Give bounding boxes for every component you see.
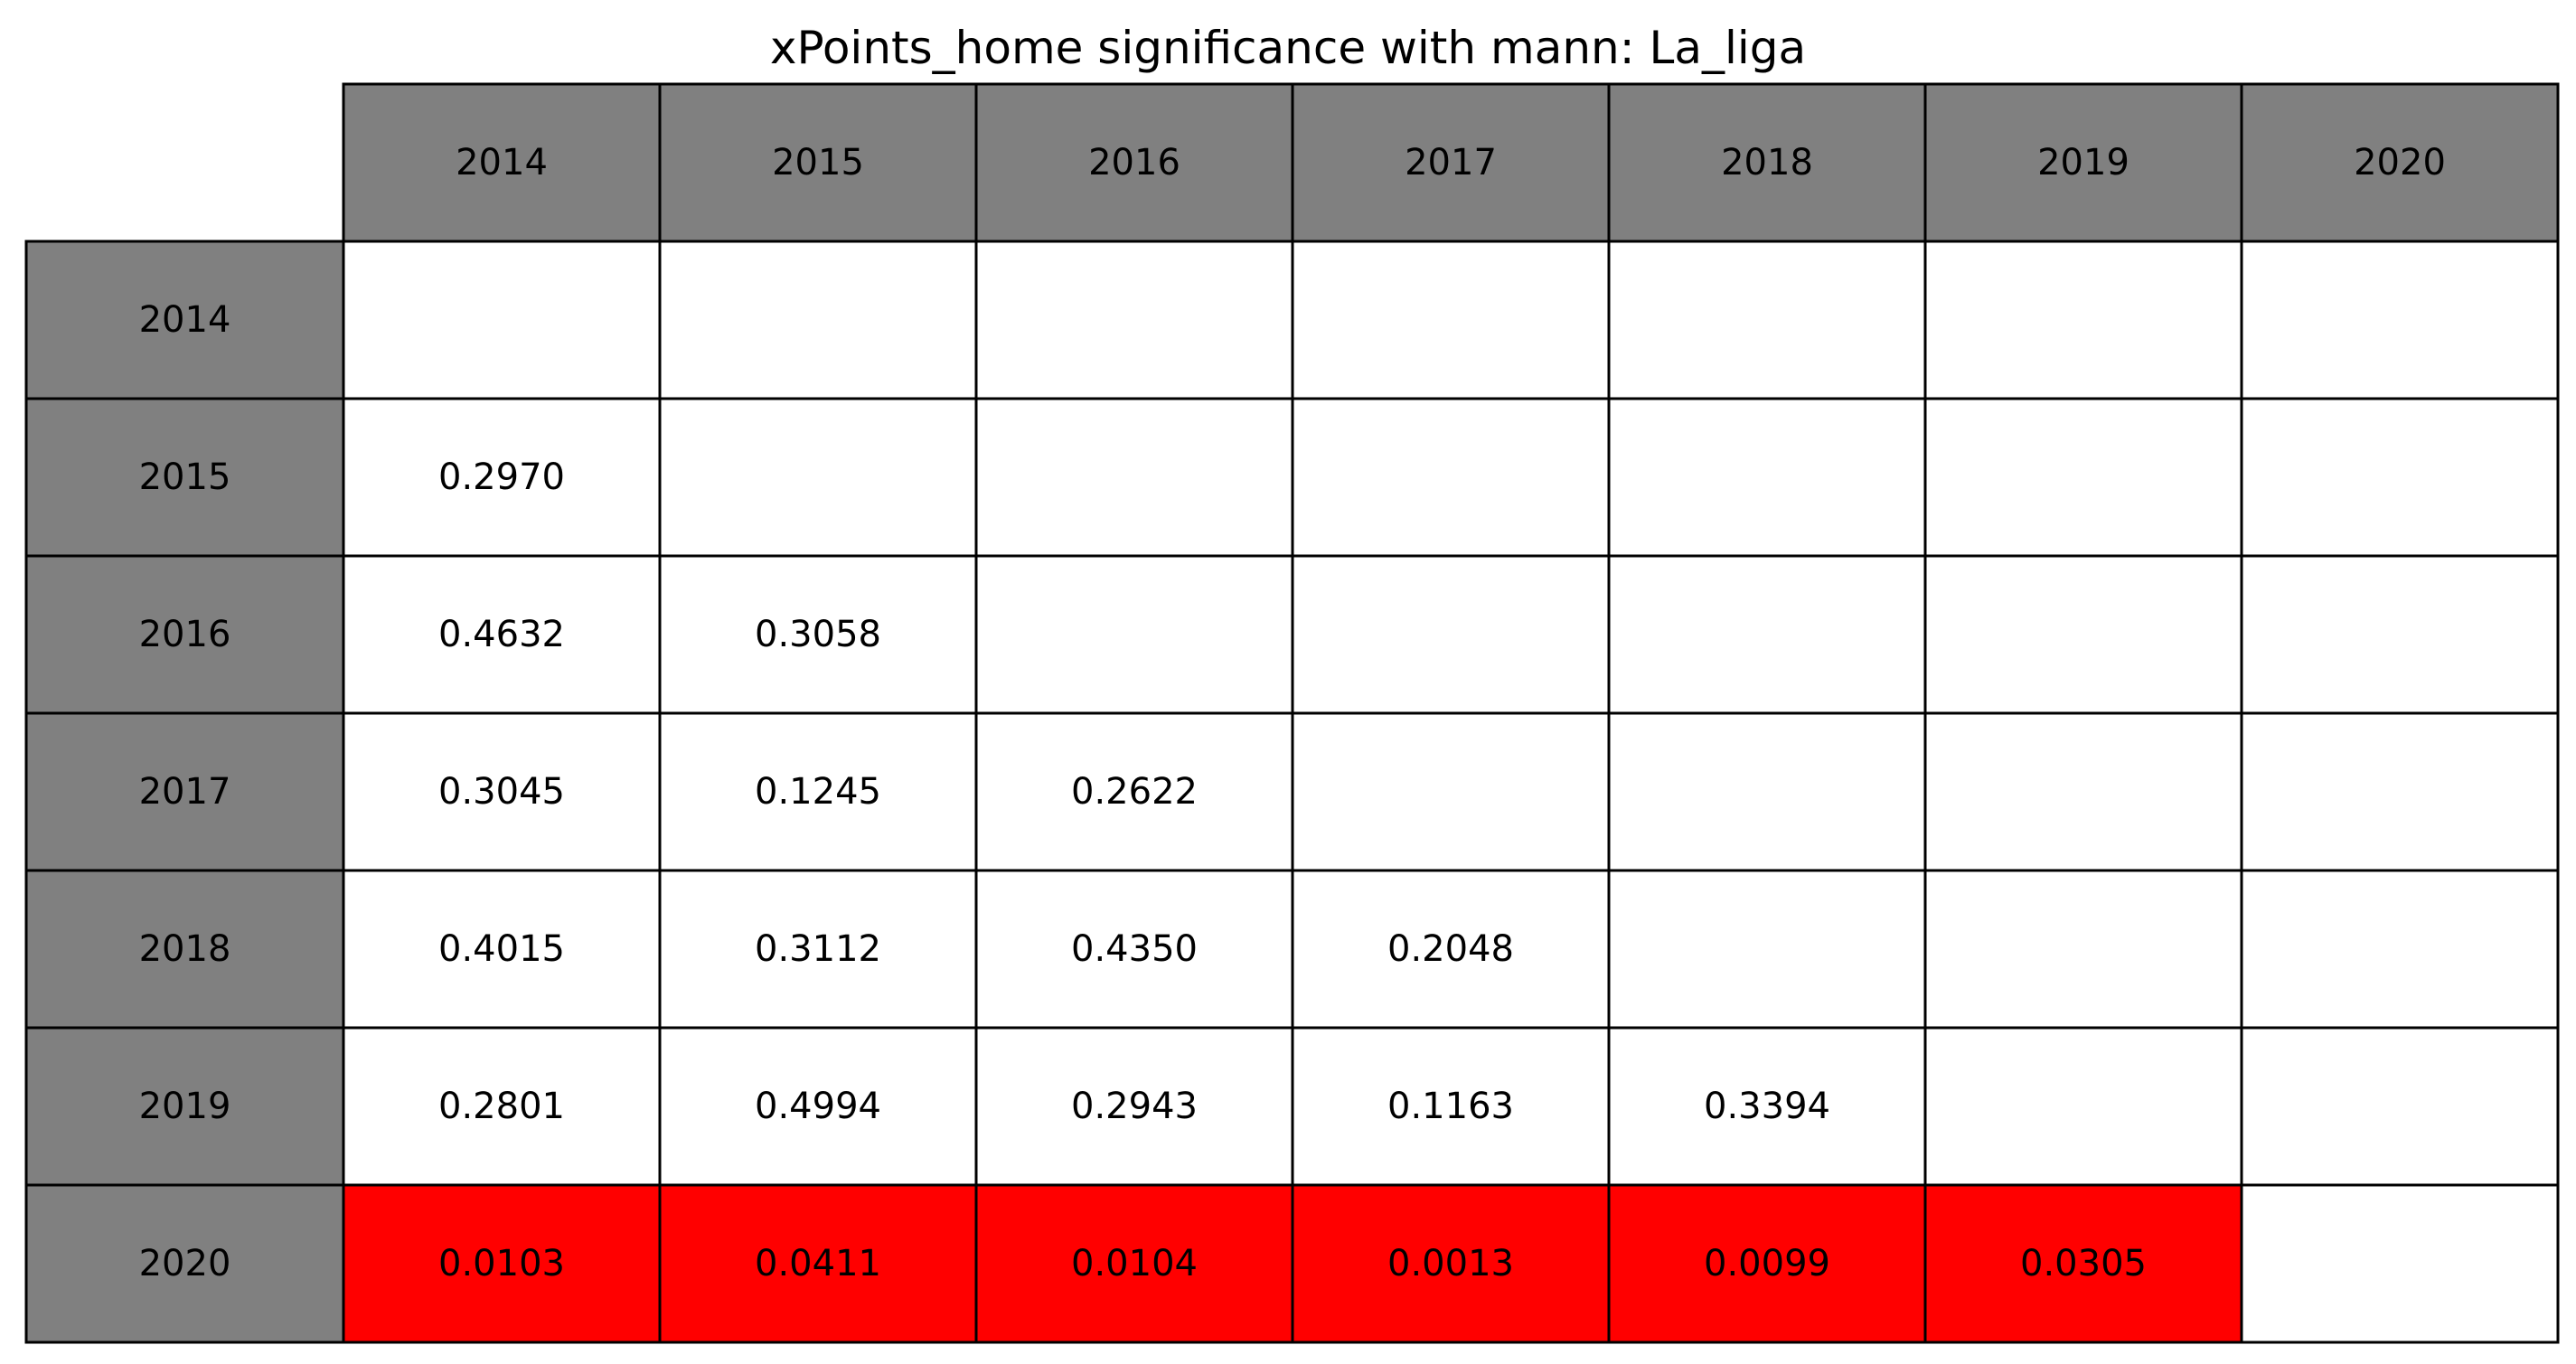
column-header-label: 2018 <box>1721 142 1813 183</box>
row-header-cell <box>24 397 345 558</box>
row-header-cell <box>24 1026 345 1187</box>
significant-cell <box>342 1183 662 1344</box>
table-cell <box>1923 397 2243 558</box>
table-cell <box>1291 397 1611 558</box>
table-cell <box>658 869 978 1030</box>
table-cell <box>342 711 662 872</box>
table-cell <box>974 869 1294 1030</box>
row-header-cell <box>24 711 345 872</box>
row-header-label: 2016 <box>139 614 231 655</box>
row-header-cell <box>24 240 345 400</box>
table-cell <box>974 711 1294 872</box>
row-header-cell <box>24 1183 345 1344</box>
table-cell <box>1607 397 1927 558</box>
table-cell <box>342 554 662 715</box>
significant-cell <box>658 1183 978 1344</box>
row-header-label: 2017 <box>139 771 231 813</box>
table-cell <box>2240 554 2560 715</box>
column-header-cell <box>2240 82 2560 243</box>
table-cell <box>974 397 1294 558</box>
table-cell <box>658 554 978 715</box>
table-cell <box>658 240 978 400</box>
cell-value: 0.1245 <box>755 771 881 813</box>
cell-value: 0.0411 <box>755 1243 881 1284</box>
column-header-label: 2016 <box>1088 142 1180 183</box>
row-header-label: 2015 <box>139 456 231 498</box>
cell-value: 0.0099 <box>1704 1243 1830 1284</box>
row-header-label: 2018 <box>139 928 231 970</box>
cell-value: 0.3112 <box>755 928 881 970</box>
table-cell <box>658 1026 978 1187</box>
table-cell <box>2240 711 2560 872</box>
table-cell <box>1923 1026 2243 1187</box>
column-header-label: 2019 <box>2037 142 2129 183</box>
column-header-cell <box>658 82 978 243</box>
cell-value: 0.4994 <box>755 1086 881 1127</box>
cell-value: 0.2943 <box>1071 1086 1198 1127</box>
cell-value: 0.3394 <box>1704 1086 1830 1127</box>
cell-value: 0.1163 <box>1387 1086 1514 1127</box>
cell-value: 0.0013 <box>1387 1243 1514 1284</box>
table-cell <box>1923 869 2243 1030</box>
column-header-cell <box>342 82 662 243</box>
table-cell <box>1291 869 1611 1030</box>
table-cell <box>974 554 1294 715</box>
chart-title: xPoints_home significance with mann: La_… <box>769 22 1807 74</box>
cell-value: 0.4350 <box>1071 928 1198 970</box>
column-header-label: 2015 <box>772 142 864 183</box>
significant-cell <box>1291 1183 1611 1344</box>
table-cell <box>342 240 662 400</box>
table-cell <box>974 1026 1294 1187</box>
table-cell <box>1291 240 1611 400</box>
table-cell <box>1291 554 1611 715</box>
column-header-cell <box>974 82 1294 243</box>
table-cell <box>1607 554 1927 715</box>
table-cell <box>1291 711 1611 872</box>
cell-value: 0.2048 <box>1387 928 1514 970</box>
cell-value: 0.3045 <box>438 771 565 813</box>
cell-value: 0.2622 <box>1071 771 1198 813</box>
table-cell <box>1923 711 2243 872</box>
cell-value: 0.2801 <box>438 1086 565 1127</box>
row-header-label: 2019 <box>139 1086 231 1127</box>
table-cell <box>1923 240 2243 400</box>
column-header-label: 2020 <box>2354 142 2446 183</box>
cell-value: 0.4632 <box>438 614 565 655</box>
table-cell <box>2240 1183 2560 1344</box>
cell-value: 0.3058 <box>755 614 881 655</box>
table-cell <box>1607 240 1927 400</box>
row-header-label: 2014 <box>139 299 231 341</box>
table-cell <box>974 240 1294 400</box>
table-cell <box>342 869 662 1030</box>
cell-value: 0.4015 <box>438 928 565 970</box>
row-header-label: 2020 <box>139 1243 231 1284</box>
cell-value: 0.0104 <box>1071 1243 1198 1284</box>
significant-cell <box>1923 1183 2243 1344</box>
cell-value: 0.2970 <box>438 456 565 498</box>
table-cell <box>342 397 662 558</box>
table-cell <box>658 711 978 872</box>
table-cell <box>2240 869 2560 1030</box>
cell-value: 0.0103 <box>438 1243 565 1284</box>
table-cell <box>342 1026 662 1187</box>
table-cell <box>1607 711 1927 872</box>
cell-value: 0.0305 <box>2020 1243 2147 1284</box>
row-header-cell <box>24 869 345 1030</box>
table-cell <box>2240 240 2560 400</box>
table-cell <box>1923 554 2243 715</box>
column-header-label: 2017 <box>1405 142 1497 183</box>
column-header-label: 2014 <box>456 142 548 183</box>
table-cell <box>2240 397 2560 558</box>
table-cell <box>2240 1026 2560 1187</box>
table-cell <box>658 397 978 558</box>
table-cell <box>1607 869 1927 1030</box>
